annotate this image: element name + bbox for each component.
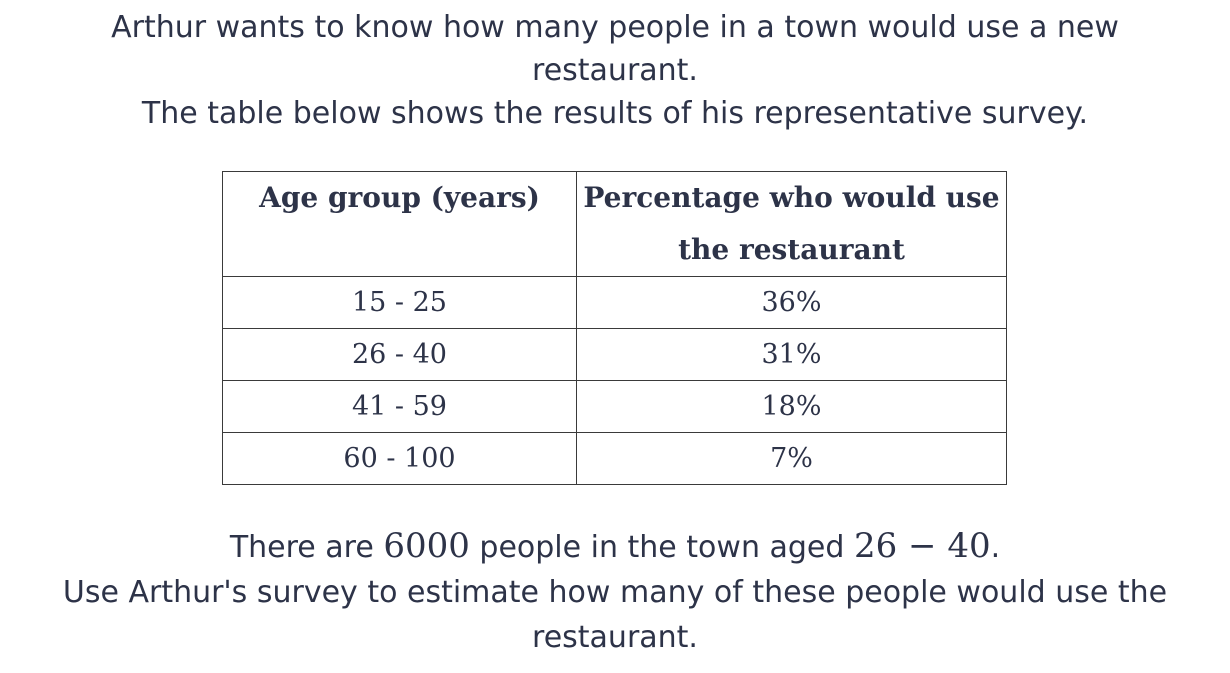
survey-table: Age group (years) Percentage who would u… [222,171,1007,485]
table-row: 26 - 40 31% [222,328,1007,381]
question-mid: people in the town aged [469,530,854,565]
header-age-group-label: Age group (years) [259,181,540,214]
table-header-row: Age group (years) Percentage who would u… [222,171,1007,277]
question-pre: There are [229,530,384,565]
percentage-cell: 7% [576,432,1007,485]
table-row: 41 - 59 18% [222,380,1007,433]
age-cell: 41 - 59 [222,380,577,433]
question-line-1: There are 6000 people in the town aged 2… [0,524,1230,570]
header-percentage-label: Percentage who would use the restaurant [583,181,1000,266]
table-row: 60 - 100 7% [222,432,1007,485]
age-cell: 15 - 25 [222,276,577,329]
age-cell: 60 - 100 [222,432,577,485]
intro-text: Arthur wants to know how many people in … [0,6,1230,135]
percentage-cell: 31% [576,328,1007,381]
intro-line-1: Arthur wants to know how many people in … [111,10,1119,88]
percentage-cell: 18% [576,380,1007,433]
table-row: 15 - 25 36% [222,276,1007,329]
age-range-value: 26 − 40 [853,526,991,566]
age-cell: 26 - 40 [222,328,577,381]
intro-line-2: The table below shows the results of his… [141,96,1089,131]
header-age-group: Age group (years) [222,171,577,277]
percentage-cell: 36% [576,276,1007,329]
header-percentage: Percentage who would use the restaurant [576,171,1007,277]
question-line-2: Use Arthur's survey to estimate how many… [62,575,1168,655]
population-value: 6000 [383,526,470,566]
question-text: There are 6000 people in the town aged 2… [0,524,1230,660]
question-post: . [990,530,1001,565]
